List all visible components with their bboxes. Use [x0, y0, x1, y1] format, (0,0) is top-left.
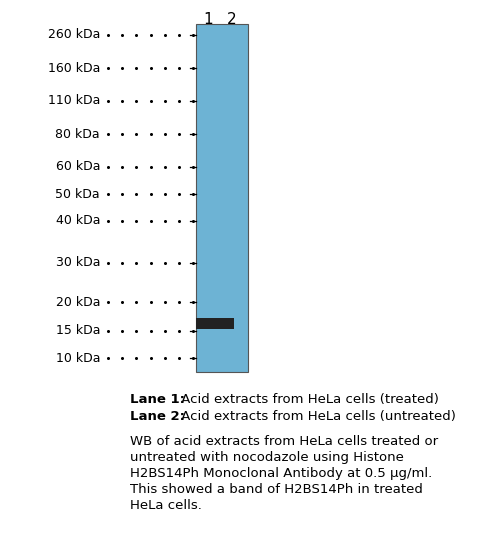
- Text: 110 kDa: 110 kDa: [48, 94, 100, 107]
- Bar: [196, 318, 234, 329]
- Text: Acid extracts from HeLa cells (treated): Acid extracts from HeLa cells (treated): [177, 393, 439, 406]
- Text: 160 kDa: 160 kDa: [48, 62, 100, 75]
- Text: This showed a band of H2BS14Ph in treated: This showed a band of H2BS14Ph in treate…: [130, 483, 423, 496]
- Text: 60 kDa: 60 kDa: [56, 160, 100, 173]
- Text: 15 kDa: 15 kDa: [56, 325, 100, 338]
- Text: 1: 1: [203, 12, 213, 27]
- Text: 260 kDa: 260 kDa: [48, 29, 100, 42]
- Text: 40 kDa: 40 kDa: [56, 214, 100, 227]
- Text: 10 kDa: 10 kDa: [56, 352, 100, 365]
- Text: Acid extracts from HeLa cells (untreated): Acid extracts from HeLa cells (untreated…: [177, 410, 456, 423]
- Text: 30 kDa: 30 kDa: [56, 256, 100, 269]
- Text: HeLa cells.: HeLa cells.: [130, 499, 202, 512]
- Text: 2: 2: [227, 12, 237, 27]
- Bar: [196, 24, 248, 372]
- Text: 50 kDa: 50 kDa: [56, 187, 100, 200]
- Text: Lane 1:: Lane 1:: [130, 393, 185, 406]
- Text: 20 kDa: 20 kDa: [56, 295, 100, 308]
- Text: untreated with nocodazole using Histone: untreated with nocodazole using Histone: [130, 451, 404, 464]
- Text: 80 kDa: 80 kDa: [56, 127, 100, 140]
- Text: WB of acid extracts from HeLa cells treated or: WB of acid extracts from HeLa cells trea…: [130, 435, 438, 448]
- Text: H2BS14Ph Monoclonal Antibody at 0.5 μg/ml.: H2BS14Ph Monoclonal Antibody at 0.5 μg/m…: [130, 467, 432, 480]
- Text: Lane 2:: Lane 2:: [130, 410, 185, 423]
